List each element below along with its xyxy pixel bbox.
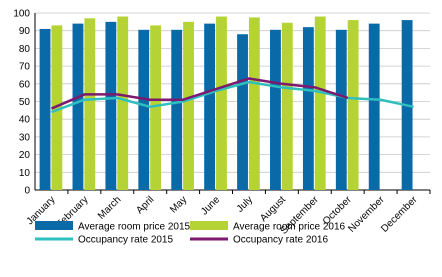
bar [84,18,96,191]
x-tick-label: June [199,194,222,217]
y-tick-label: 90 [19,26,31,37]
y-tick-label: 10 [19,168,31,179]
bar [270,29,281,190]
bar [281,22,293,190]
y-tick-label: 30 [19,132,31,143]
x-tick-label: March [96,194,123,221]
bar [248,17,260,190]
bar [204,23,216,191]
bar [216,16,227,191]
bar [150,25,162,190]
y-tick-label: 70 [19,62,31,73]
bar [314,16,326,191]
x-tick-label: May [168,194,189,215]
bar [138,29,150,190]
bar [51,25,63,190]
legend-label: Average room price 2016 [233,222,346,233]
legend-label: Occupancy rate 2016 [233,235,328,246]
line [51,80,414,114]
bar [117,16,129,191]
bar [237,34,248,190]
y-tick-label: 60 [19,79,31,90]
x-tick-label: April [134,194,156,216]
bar [335,29,347,190]
bar [302,27,314,190]
bar [183,21,194,190]
y-tick-label: 50 [19,97,31,108]
bar [72,23,84,191]
y-tick-label: 40 [19,115,31,126]
legend-label: Occupancy rate 2015 [78,235,173,246]
y-tick-label: 0 [24,186,30,197]
bar [171,29,183,190]
y-tick-label: 20 [19,150,31,161]
x-tick-label: July [235,194,255,214]
y-tick-label: 100 [13,9,30,20]
bar [105,21,117,190]
bar [368,23,380,191]
x-tick-label: August [258,194,288,224]
x-tick-label: December [379,194,420,235]
legend-swatch [35,221,73,230]
line [50,77,349,110]
legend-swatch [190,221,228,230]
y-tick-label: 80 [19,44,31,55]
legend-label: Average room price 2015 [78,222,191,233]
bar [39,28,51,191]
bar [347,20,359,190]
